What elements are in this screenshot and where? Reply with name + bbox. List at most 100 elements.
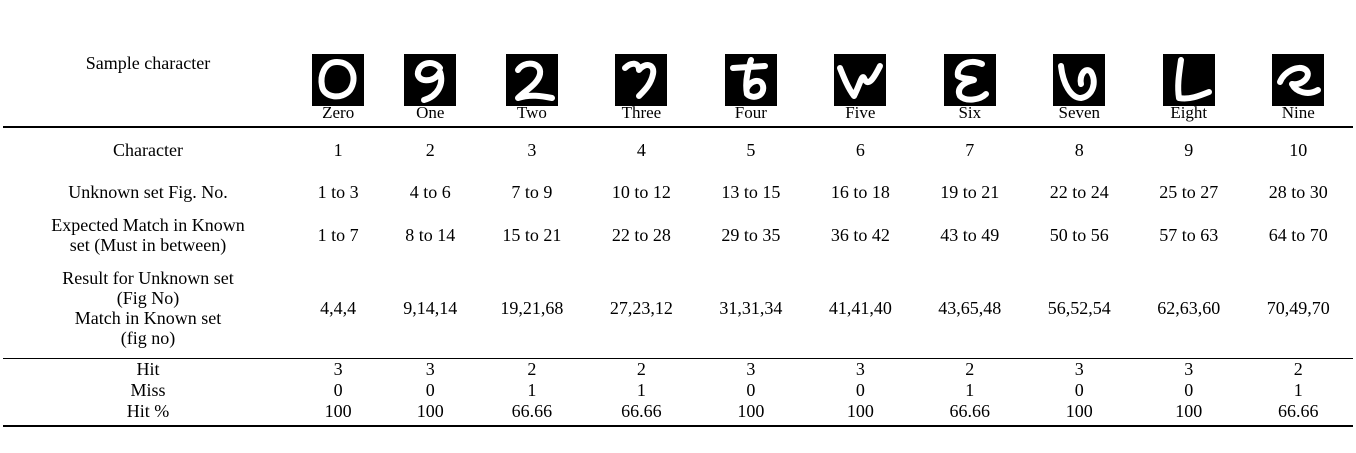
sample: Four xyxy=(724,53,777,122)
table-cell: 100 xyxy=(696,401,806,427)
table-row: Hit % 100 100 66.66 66.66 100 100 66.66 100 100 66… xyxy=(3,401,1353,427)
character-image xyxy=(943,53,996,106)
table-cell: 0 xyxy=(425,380,435,401)
table-cell: 1 to 3 xyxy=(317,181,359,202)
sample: Three xyxy=(615,53,668,122)
sample-name: One xyxy=(416,102,445,122)
row-label-line: (fig no) xyxy=(120,328,176,349)
table-row: Character 1 2 3 4 5 6 7 8 9 10 xyxy=(3,127,1353,172)
sample-cell: Nine xyxy=(1243,0,1353,128)
table-cell: 62,63,60 xyxy=(1134,258,1244,359)
table-cell: 3 xyxy=(527,139,537,160)
character-image xyxy=(312,53,365,106)
sample-name: Three xyxy=(621,102,662,122)
table-cell: 16 to 18 xyxy=(830,181,890,202)
sample-name: Five xyxy=(845,102,876,122)
table-cell: 9 xyxy=(1184,139,1194,160)
handwritten-stroke xyxy=(837,62,884,99)
row-label: Expected Match in Known set (Must in betw… xyxy=(3,212,293,258)
table-cell: 0 xyxy=(1184,380,1194,401)
character-image xyxy=(1272,53,1325,106)
table-cell: 66.66 xyxy=(586,401,697,427)
table-cell: 56,52,54 xyxy=(1024,258,1134,359)
sample-name: Four xyxy=(734,102,767,122)
table-cell: 64 to 70 xyxy=(1268,224,1328,245)
table-cell: 2 xyxy=(965,359,975,380)
sample-cell: Five xyxy=(805,0,916,128)
table-cell: 43,65,48 xyxy=(915,258,1025,359)
table-cell: 100 xyxy=(383,401,478,427)
sample-cell: Eight xyxy=(1134,0,1244,128)
table-cell: 1 xyxy=(527,380,537,401)
table-cell: 10 to 12 xyxy=(611,181,671,202)
table-cell: 0 xyxy=(746,380,756,401)
table-cell: 66.66 xyxy=(915,401,1025,427)
character-image xyxy=(724,53,777,106)
character-image xyxy=(404,53,457,106)
sample-name: Two xyxy=(516,102,547,122)
handwritten-stroke xyxy=(1174,56,1212,102)
sample-cell: Three xyxy=(586,0,697,128)
row-label-line: Character xyxy=(113,139,183,160)
table-cell: 4,4,4 xyxy=(293,258,384,359)
sample-cell: Seven xyxy=(1024,0,1134,128)
table-cell: 2 xyxy=(1293,359,1303,380)
handwritten-stroke xyxy=(1058,62,1097,101)
handwritten-stroke xyxy=(729,56,768,100)
table-cell: 7 xyxy=(965,139,975,160)
table-cell: 100 xyxy=(1134,401,1244,427)
table-cell: 66.66 xyxy=(477,401,587,427)
table-cell: 50 to 56 xyxy=(1049,224,1109,245)
table-cell: 66.66 xyxy=(1243,401,1353,427)
sample: Seven xyxy=(1053,53,1106,122)
table-cell: 3 xyxy=(746,359,756,380)
table-cell: 25 to 27 xyxy=(1159,181,1219,202)
table-cell: 29 to 35 xyxy=(721,224,781,245)
sample-name: Seven xyxy=(1058,102,1101,122)
row-label-line: Match in Known set xyxy=(74,308,222,328)
row-label: Miss xyxy=(3,380,293,401)
table-cell: 100 xyxy=(1024,401,1134,427)
sample-name: Eight xyxy=(1170,102,1208,122)
table-cell: 3 xyxy=(855,359,865,380)
table-cell: 13 to 15 xyxy=(721,181,781,202)
table-cell: 3 xyxy=(1184,359,1194,380)
character-image xyxy=(834,53,887,106)
table-cell: 5 xyxy=(746,139,756,160)
sample: One xyxy=(404,53,457,122)
table-cell: 19 to 21 xyxy=(940,181,1000,202)
table-cell: 3 xyxy=(333,359,343,380)
sample: Eight xyxy=(1162,53,1215,122)
row-label-line: set (Must in between) xyxy=(69,235,227,255)
table-cell: 100 xyxy=(293,401,384,427)
table-cell: 8 to 14 xyxy=(405,224,456,245)
table-cell: 4 to 6 xyxy=(409,181,451,202)
sample-cell: Four xyxy=(696,0,806,128)
table-cell: 3 xyxy=(1074,359,1084,380)
table-cell: 2 xyxy=(425,139,435,160)
row-label: Hit % xyxy=(3,401,293,427)
handwritten-stroke xyxy=(622,60,657,99)
row-label: Character xyxy=(3,127,293,172)
table-cell: 6 xyxy=(855,139,865,160)
row-label: Unknown set Fig. No. xyxy=(3,172,293,212)
table-cell: 4 xyxy=(636,139,646,160)
sample-cell: Two xyxy=(477,0,587,128)
table-cell: 27,23,12 xyxy=(586,258,697,359)
table-cell: 31,31,34 xyxy=(696,258,806,359)
sample: Two xyxy=(505,53,558,122)
table-cell: 1 xyxy=(333,139,343,160)
table-cell: 3 xyxy=(425,359,435,380)
sample-cell: One xyxy=(383,0,478,128)
sample: Nine xyxy=(1272,53,1325,122)
table-row: Hit 3 3 2 2 3 3 2 3 3 2 xyxy=(3,359,1353,381)
table-cell: 15 to 21 xyxy=(502,224,562,245)
table-row: Result for Unknown set (Fig No) Match in K… xyxy=(3,258,1353,359)
character-image xyxy=(1053,53,1106,106)
table-cell: 19,21,68 xyxy=(477,258,587,359)
row-label-line: Unknown set Fig. No. xyxy=(68,181,228,202)
table-cell: 41,41,40 xyxy=(805,258,916,359)
table-cell: 9,14,14 xyxy=(383,258,478,359)
row-label-line: Hit xyxy=(136,359,160,380)
